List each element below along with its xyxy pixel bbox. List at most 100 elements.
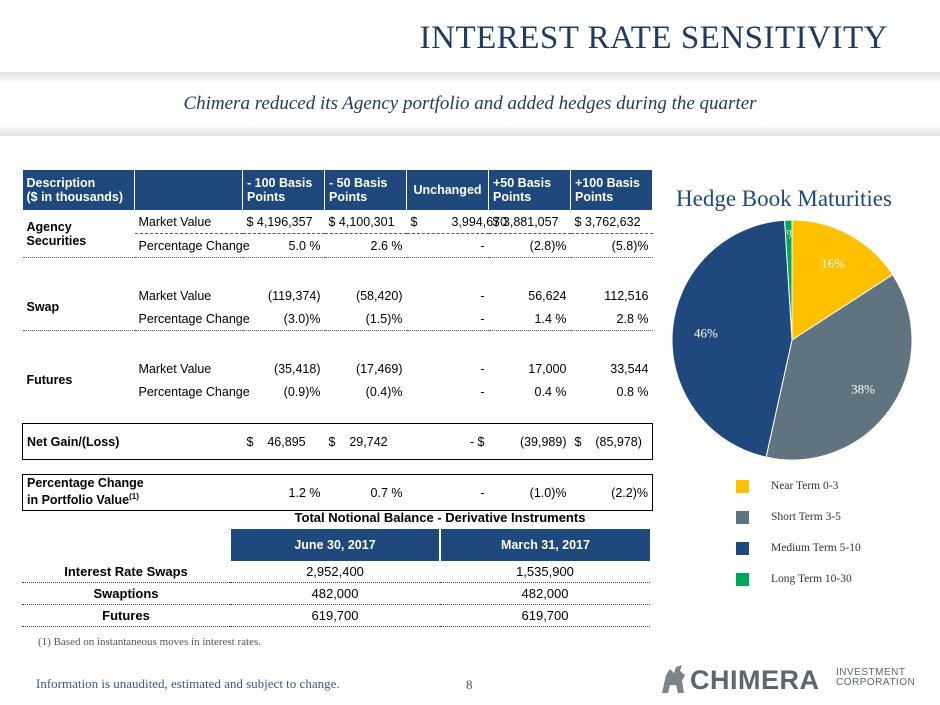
table-cell: 619,700 (440, 604, 650, 627)
table-cell: $ 4,196,357 (242, 210, 325, 234)
footnote: (1) Based on instantaneous moves in inte… (38, 636, 262, 648)
table-cell: 619,700 (230, 604, 440, 627)
portfolio-change-row: Percentage Change in Portfolio Value(1) 1… (22, 474, 653, 511)
table-cell: 112,516 (604, 288, 649, 303)
table-cell: (0.4)% (365, 384, 403, 399)
table-cell: $ 4,100,301 (324, 210, 407, 234)
table-row: Swaptions 482,000 482,000 (22, 582, 650, 605)
logo-subtitle: INVESTMENT CORPORATION (836, 667, 916, 688)
table-cell: 17,000 (528, 361, 567, 376)
row-label-portfolio: Percentage Change in Portfolio Value(1) (22, 474, 243, 511)
table-row: Agency Securities Market Value $ 4,196,35… (23, 210, 653, 248)
table-row: Percentage Change 5.0 % 2.6 % - (2.8)% (… (23, 234, 653, 258)
row-sublabel: Percentage Change (138, 384, 250, 399)
header-minus-50: - 50 Basis Points (324, 170, 407, 210)
row-sublabel: Percentage Change (138, 311, 250, 326)
table-cell: (1.0)% (488, 474, 571, 511)
table-cell: (5.8)% (611, 238, 649, 253)
table-cell: 482,000 (440, 582, 650, 605)
table-cell: (39,989) (488, 423, 571, 460)
header-unchanged: Unchanged (406, 170, 489, 210)
table-cell: $3,994,670 (406, 210, 507, 234)
header-blank (134, 170, 243, 210)
row-sublabel: Market Value (138, 361, 212, 376)
row-label: Swaptions (22, 582, 230, 605)
legend-swatch (736, 573, 749, 586)
row-label: Futures (22, 604, 230, 627)
table-cell: $ (85,978) (570, 423, 653, 460)
legend-item: Short Term 3-5 (736, 511, 936, 526)
disclaimer: Information is unaudited, estimated and … (36, 676, 340, 691)
table-cell: 0.8 % (616, 384, 649, 399)
pie-slice-label: 38% (851, 381, 875, 396)
row-label: Interest Rate Swaps (22, 561, 230, 583)
subtitle-band (0, 72, 940, 136)
pie-slice (671, 219, 793, 458)
sensitivity-header-row: Description ($ in thousands) - 100 Basis P… (22, 170, 653, 210)
table-row: Swap Market Value (119,374) (58,420) - 5… (23, 284, 653, 315)
table-row: Percentage Change (3.0)% (1.5)% - 1.4 % … (23, 307, 653, 331)
table-cell: 0.7 % (324, 474, 407, 511)
table-cell: - (406, 474, 489, 511)
header-plus-100: +100 Basis Points (570, 170, 653, 210)
table-cell: - (480, 238, 485, 253)
table-cell: 2,952,400 (230, 561, 440, 583)
legend-swatch (736, 542, 749, 555)
row-label-agency: Agency Securities (26, 219, 87, 248)
header-june-2017: June 30, 2017 (229, 529, 440, 561)
table-cell: $ 46,895 (242, 423, 325, 460)
row-separator (22, 257, 653, 264)
notional-header-row: June 30, 2017 March 31, 2017 (22, 529, 650, 561)
sensitivity-table: Description ($ in thousands) - 100 Basis P… (22, 170, 653, 511)
legend-item: Long Term 10-30 (736, 573, 936, 588)
page-number: 8 (466, 677, 473, 692)
row-label-swap: Swap (26, 300, 60, 314)
table-row: Futures Market Value (35,418) (17,469) -… (23, 357, 653, 388)
header-description: Description ($ in thousands) (22, 170, 135, 210)
table-cell: $ 29,742 (324, 423, 407, 460)
table-cell: - (480, 288, 485, 303)
row-sublabel: Market Value (138, 288, 212, 303)
table-cell: (119,374) (267, 288, 321, 303)
row-separator (22, 330, 653, 337)
page-subtitle: Chimera reduced its Agency portfolio and… (183, 93, 757, 114)
table-cell: (1.5)% (365, 311, 403, 326)
table-cell: $ 3,881,057 (488, 210, 571, 234)
header-minus-100: - 100 Basis Points (242, 170, 325, 210)
table-cell: 2.8 % (616, 311, 649, 326)
table-cell: $ 3,762,632 (570, 210, 653, 234)
table-cell: 33,544 (610, 361, 649, 376)
table-cell: (2.8)% (529, 238, 567, 253)
table-cell: - $ (406, 423, 489, 460)
legend-swatch (736, 480, 749, 493)
table-cell: - (480, 361, 485, 376)
table-cell: 2.6 % (370, 238, 403, 253)
legend-swatch (736, 511, 749, 524)
table-cell: - (480, 311, 485, 326)
table-cell: (35,418) (273, 361, 321, 376)
row-sublabel: Market Value (134, 210, 243, 234)
notional-title: Total Notional Balance - Derivative Inst… (294, 510, 586, 525)
table-cell: 1.4 % (534, 311, 567, 326)
row-label-futures: Futures (26, 373, 73, 387)
header-march-2017: March 31, 2017 (439, 529, 650, 561)
row-label-net: Net Gain/(Loss) (22, 423, 243, 460)
table-cell: (0.9)% (283, 384, 321, 399)
chimera-logo-icon (662, 665, 685, 693)
pie-slice (791, 219, 894, 341)
table-cell: 0.4 % (534, 384, 567, 399)
table-cell: (2.2)% (570, 474, 653, 511)
table-cell: (58,420) (355, 288, 403, 303)
table-cell: 5.0 % (288, 238, 321, 253)
table-cell: 56,624 (528, 288, 567, 303)
logo-wordmark: CHIMERA (690, 665, 820, 695)
header-plus-50: +50 Basis Points (488, 170, 571, 210)
table-row: Interest Rate Swaps 2,952,400 1,535,900 (22, 561, 650, 583)
chimera-logo: CHIMERA INVESTMENT CORPORATION (658, 661, 916, 697)
table-cell: 1.2 % (242, 474, 325, 511)
table-cell: 1,535,900 (440, 561, 650, 583)
table-cell: 482,000 (230, 582, 440, 605)
table-cell: - (480, 384, 485, 399)
legend-item: Near Term 0-3 (736, 480, 936, 495)
